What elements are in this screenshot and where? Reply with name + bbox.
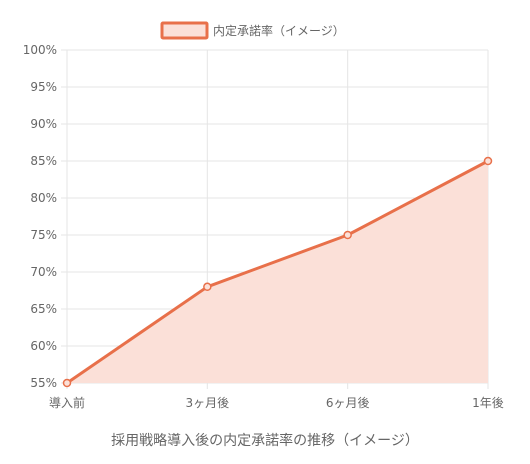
series-line-path [65, 159, 490, 385]
data-point[interactable] [62, 378, 72, 388]
data-point[interactable] [343, 230, 352, 240]
y-tick-label: 70% [30, 265, 57, 279]
legend[interactable]: 内定承諾率（イメージ） [160, 21, 345, 40]
x-tick-label: 導入前 [49, 395, 85, 410]
data-point[interactable] [203, 282, 212, 292]
y-tick-label: 100% [23, 43, 57, 57]
x-tick-label: 3ヶ月後 [186, 396, 230, 410]
y-tick-label: 95% [30, 80, 57, 94]
x-tick-label: 1年後 [472, 396, 504, 410]
data-points [62, 156, 493, 388]
series-line [65, 159, 490, 385]
legend-label: 内定承諾率（イメージ） [213, 23, 345, 38]
y-tick-label: 60% [30, 339, 57, 353]
y-tick-label: 90% [30, 117, 57, 131]
legend-swatch [160, 21, 209, 40]
y-tick-label: 80% [30, 191, 57, 205]
y-tick-label: 85% [30, 154, 57, 168]
data-point[interactable] [483, 156, 493, 166]
y-tick-label: 65% [30, 302, 57, 316]
x-axis-ticks: 導入前 3ヶ月後 6ヶ月後 1年後 [49, 395, 504, 410]
x-tick-label: 6ヶ月後 [326, 396, 370, 410]
y-tick-label: 55% [30, 376, 57, 390]
y-tick-label: 75% [30, 228, 57, 242]
x-axis-title: 採用戦略導入後の内定承諾率の推移（イメージ） [111, 432, 419, 449]
y-axis-ticks: 100% 95% 90% 85% 80% 75% 70% 65% 60% 55% [23, 43, 57, 390]
